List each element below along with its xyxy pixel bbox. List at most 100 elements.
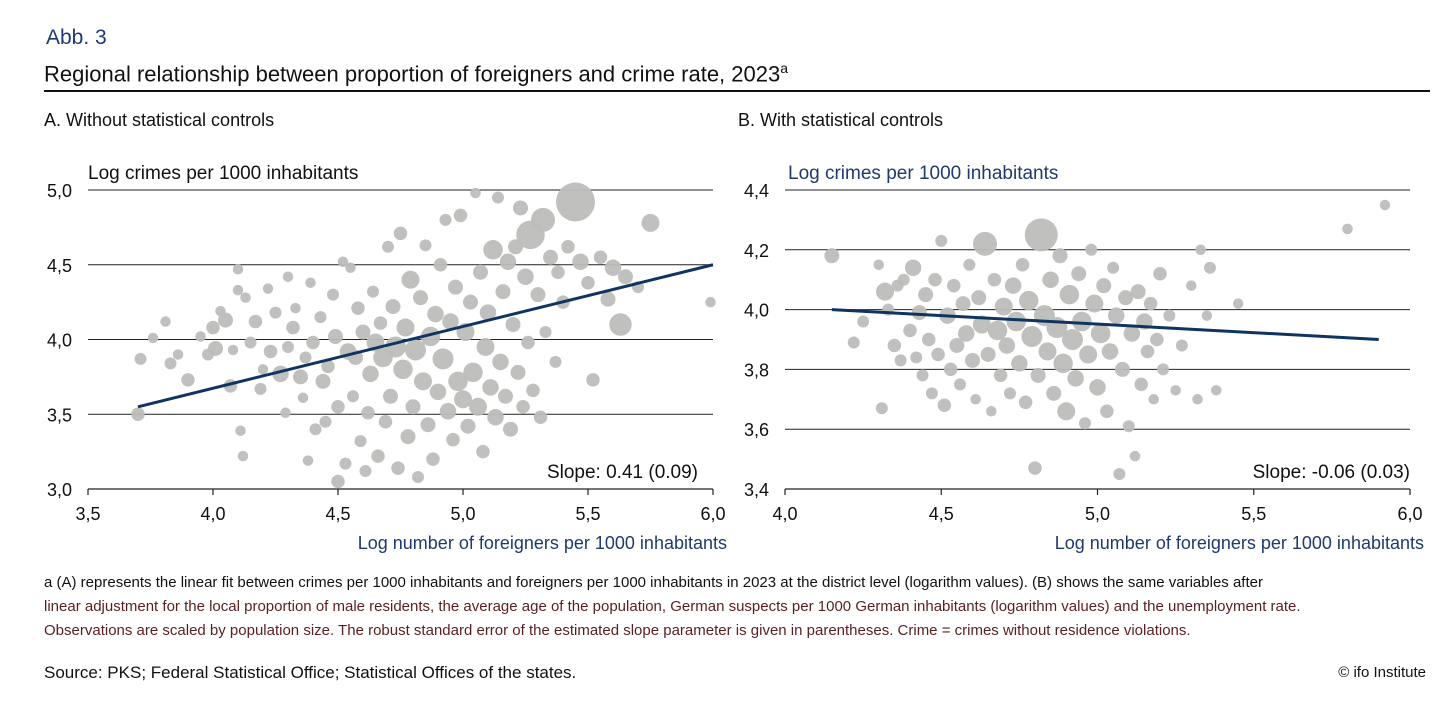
figure-title-footnote-mark: a <box>780 60 789 76</box>
data-point <box>1342 223 1353 235</box>
data-point <box>385 336 406 358</box>
data-point <box>1140 344 1155 359</box>
data-point <box>1052 248 1068 264</box>
data-point <box>420 417 436 433</box>
data-point <box>391 461 405 475</box>
data-point <box>195 331 206 342</box>
data-point <box>928 272 942 287</box>
data-point <box>235 425 246 436</box>
data-point <box>1123 325 1141 342</box>
data-point <box>439 403 457 420</box>
y-tick-label: 4,5 <box>47 256 72 276</box>
data-point <box>1079 345 1098 364</box>
x-tick-label: 4,0 <box>200 504 225 524</box>
data-point <box>347 390 359 403</box>
data-point <box>1195 244 1206 256</box>
data-point <box>903 323 917 338</box>
data-point <box>998 337 1016 354</box>
data-point <box>1085 243 1098 256</box>
data-point <box>405 399 421 415</box>
data-point <box>1115 361 1130 377</box>
data-point <box>1042 271 1059 288</box>
data-point <box>345 262 356 273</box>
data-point <box>572 253 589 271</box>
data-point <box>206 320 220 335</box>
data-point <box>147 332 159 344</box>
x-tick-label: 5,5 <box>575 504 600 524</box>
data-point <box>248 314 263 329</box>
data-point <box>299 351 312 364</box>
data-point <box>986 406 997 417</box>
data-point <box>254 382 267 395</box>
data-point <box>971 290 987 306</box>
data-point <box>476 337 495 356</box>
data-point <box>618 269 633 285</box>
data-point <box>873 259 884 270</box>
y-tick-label: 5,0 <box>47 181 72 201</box>
fit-line <box>137 263 714 409</box>
data-point <box>533 410 548 424</box>
y-axis-label: Log crimes per 1000 inhabitants <box>88 163 358 184</box>
data-point <box>847 336 860 349</box>
data-point <box>164 357 177 370</box>
footnote-line-1: a (A) represents the linear fit between … <box>44 574 1263 591</box>
data-point <box>181 373 195 387</box>
footnote-line-2: linear adjustment for the local proporti… <box>44 598 1301 615</box>
data-point <box>483 240 503 260</box>
data-point <box>314 311 327 324</box>
data-point <box>987 320 1008 341</box>
data-point <box>910 351 923 364</box>
data-point <box>331 400 345 414</box>
y-tick-label: 3,5 <box>47 405 72 425</box>
figure-label: Abb. 3 <box>46 26 107 49</box>
data-point <box>1004 387 1016 400</box>
data-point <box>1018 395 1033 410</box>
data-point <box>373 316 388 330</box>
data-point <box>1201 310 1213 321</box>
data-point <box>257 364 269 375</box>
data-point <box>1134 377 1148 392</box>
y-tick-label: 4,4 <box>744 181 769 201</box>
panel-b-title: B. With statistical controls <box>738 110 944 130</box>
data-point <box>1153 266 1167 281</box>
data-point <box>393 226 408 241</box>
data-point <box>432 348 454 370</box>
y-tick-label: 4,2 <box>744 241 769 261</box>
data-point <box>476 444 490 459</box>
data-point <box>282 340 294 353</box>
data-point <box>460 418 476 434</box>
data-point <box>916 369 929 382</box>
data-point <box>904 259 922 276</box>
data-point <box>413 290 428 306</box>
data-point <box>427 305 444 323</box>
y-tick-label: 3,8 <box>744 360 769 380</box>
data-point <box>1030 367 1046 383</box>
data-point <box>470 187 481 199</box>
data-point <box>1053 353 1073 374</box>
data-point <box>412 471 424 484</box>
data-point <box>531 207 555 232</box>
data-point <box>705 296 716 308</box>
data-point <box>463 362 483 383</box>
data-point <box>1113 468 1126 481</box>
data-point <box>593 250 608 265</box>
data-point <box>987 272 1002 287</box>
data-point <box>963 258 976 271</box>
data-point <box>609 313 632 336</box>
data-point <box>824 248 840 264</box>
data-point <box>897 273 910 286</box>
data-point <box>955 296 971 312</box>
data-point <box>947 278 961 293</box>
data-point <box>337 256 349 268</box>
data-point <box>479 304 497 321</box>
data-point <box>556 182 595 222</box>
data-point <box>131 407 145 421</box>
x-tick-label: 5,0 <box>1085 504 1110 524</box>
data-point <box>482 379 499 396</box>
data-point <box>433 258 448 272</box>
data-point <box>1021 326 1043 348</box>
data-point <box>1089 379 1106 396</box>
data-point <box>1130 284 1146 300</box>
data-point <box>1232 298 1244 309</box>
data-point <box>1057 402 1076 421</box>
